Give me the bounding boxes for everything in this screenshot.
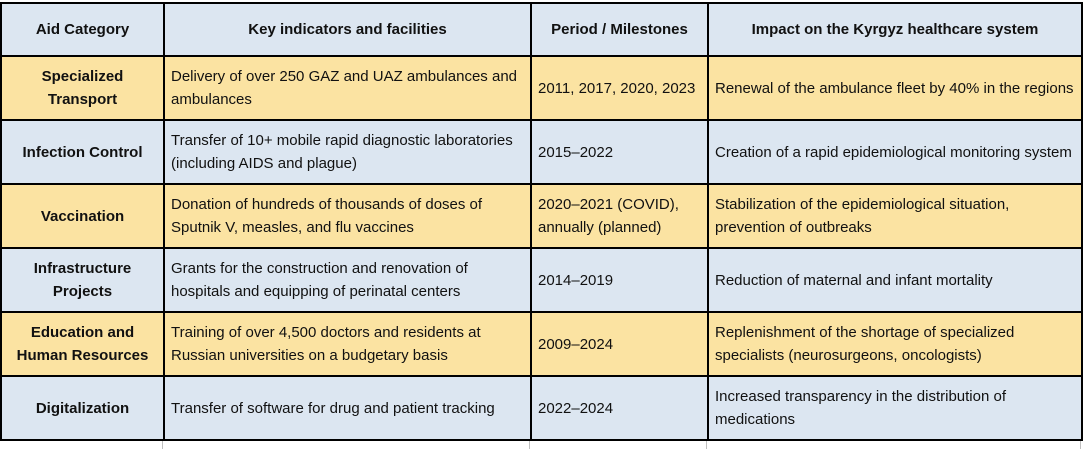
cell-indicators: Donation of hundreds of thousands of dos… — [163, 183, 532, 249]
cell-indicators: Transfer of 10+ mobile rapid diagnostic … — [163, 119, 532, 185]
cell-impact: Creation of a rapid epidemiological moni… — [707, 119, 1083, 185]
cell-impact: Reduction of maternal and infant mortali… — [707, 247, 1083, 313]
column-divider-line — [162, 441, 163, 449]
aid-table: Aid Category Key indicators and faciliti… — [0, 2, 1083, 441]
cell-impact: Replenishment of the shortage of special… — [707, 311, 1083, 377]
cell-indicators: Delivery of over 250 GAZ and UAZ ambulan… — [163, 55, 532, 121]
table-row: Infection Control Transfer of 10+ mobile… — [0, 119, 1083, 185]
cell-impact: Increased transparency in the distributi… — [707, 375, 1083, 441]
column-divider-line — [529, 441, 530, 449]
cell-indicators: Training of over 4,500 doctors and resid… — [163, 311, 532, 377]
cell-period: 2015–2022 — [530, 119, 709, 185]
cell-category: Specialized Transport — [0, 55, 165, 121]
cell-category: Infrastructure Projects — [0, 247, 165, 313]
cell-period: 2014–2019 — [530, 247, 709, 313]
table-row: Digitalization Transfer of software for … — [0, 375, 1083, 441]
cell-category: Vaccination — [0, 183, 165, 249]
cell-period: 2011, 2017, 2020, 2023 — [530, 55, 709, 121]
cell-impact: Renewal of the ambulance fleet by 40% in… — [707, 55, 1083, 121]
column-header-period-milestones: Period / Milestones — [530, 2, 709, 57]
table-row: Vaccination Donation of hundreds of thou… — [0, 183, 1083, 249]
column-divider-line — [706, 441, 707, 449]
cell-indicators: Grants for the construction and renovati… — [163, 247, 532, 313]
cell-period: 2022–2024 — [530, 375, 709, 441]
cell-period: 2009–2024 — [530, 311, 709, 377]
column-header-impact: Impact on the Kyrgyz healthcare system — [707, 2, 1083, 57]
table-row: Education and Human Resources Training o… — [0, 311, 1083, 377]
cell-category: Education and Human Resources — [0, 311, 165, 377]
cell-indicators: Transfer of software for drug and patien… — [163, 375, 532, 441]
cell-category: Infection Control — [0, 119, 165, 185]
table-row: Infrastructure Projects Grants for the c… — [0, 247, 1083, 313]
header-row: Aid Category Key indicators and faciliti… — [0, 2, 1083, 57]
table-row: Specialized Transport Delivery of over 2… — [0, 55, 1083, 121]
column-header-aid-category: Aid Category — [0, 2, 165, 57]
cell-impact: Stabilization of the epidemiological sit… — [707, 183, 1083, 249]
column-header-key-indicators: Key indicators and facilities — [163, 2, 532, 57]
column-divider-line — [1080, 441, 1081, 449]
cell-category: Digitalization — [0, 375, 165, 441]
cell-period: 2020–2021 (COVID), annually (planned) — [530, 183, 709, 249]
table-next-row-fragment — [0, 441, 1083, 449]
